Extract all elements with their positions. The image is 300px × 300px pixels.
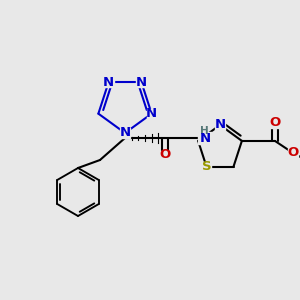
Bar [136,77,146,87]
Text: S: S [202,160,211,173]
Text: N: N [136,76,147,89]
Text: H: H [200,126,208,136]
Bar [215,120,225,130]
Text: N: N [200,131,211,145]
Text: O: O [269,116,281,129]
Text: O: O [159,148,171,161]
Text: N: N [103,76,114,89]
Text: N: N [119,127,130,140]
Bar [288,148,298,158]
Text: O: O [287,146,298,159]
Bar [103,77,113,87]
Bar [270,118,280,128]
Text: N: N [146,107,157,120]
Bar [160,151,170,161]
Bar [147,109,157,119]
Bar [198,132,212,144]
Bar [120,128,130,138]
Bar [202,162,212,172]
Text: N: N [214,118,226,131]
